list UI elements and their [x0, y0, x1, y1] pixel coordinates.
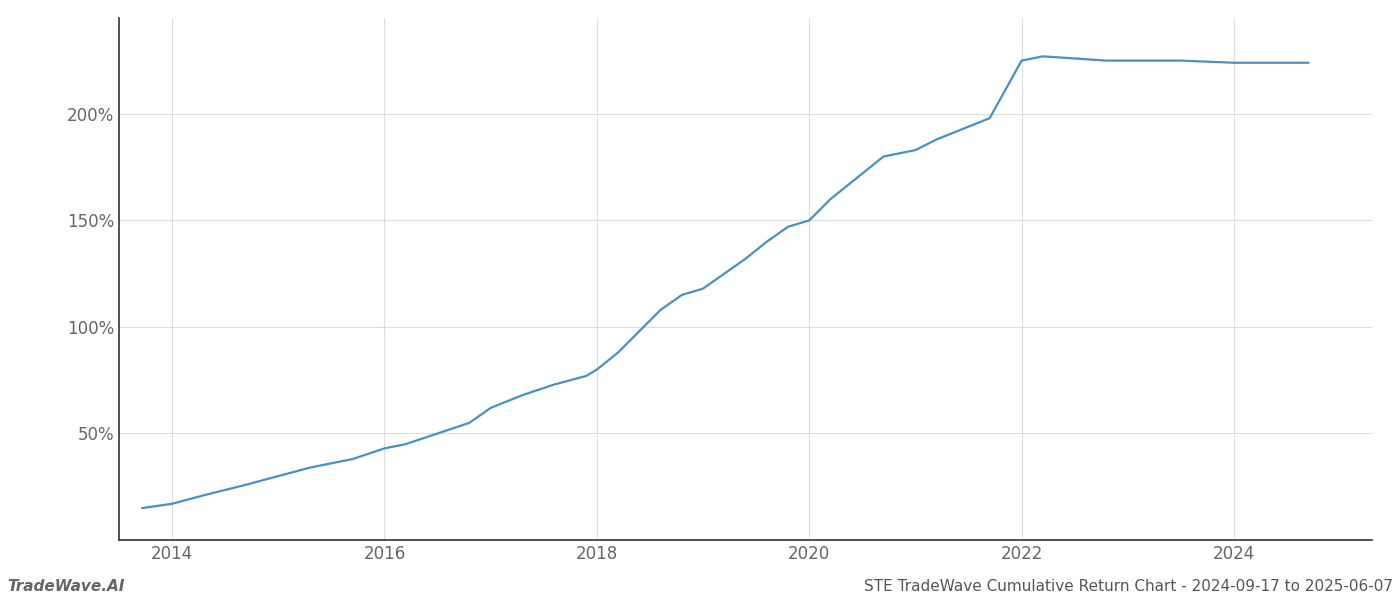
Text: TradeWave.AI: TradeWave.AI [7, 579, 125, 594]
Text: STE TradeWave Cumulative Return Chart - 2024-09-17 to 2025-06-07: STE TradeWave Cumulative Return Chart - … [864, 579, 1393, 594]
